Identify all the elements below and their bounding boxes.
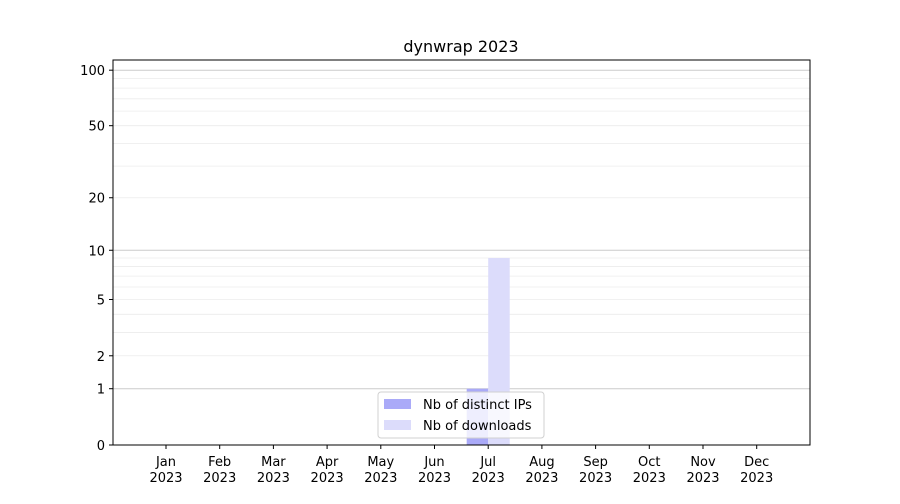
x-tick-label-line: Aug xyxy=(529,455,554,470)
x-tick-label: Apr 2023 xyxy=(311,455,344,486)
x-tick-label-line: Jan xyxy=(155,455,176,470)
y-tick-label: 2 xyxy=(97,350,105,365)
x-tick-label: Mar 2023 xyxy=(257,455,290,486)
x-tick-label: May 2023 xyxy=(364,455,397,486)
chart-title: dynwrap 2023 xyxy=(403,37,518,56)
x-tick-label-line: Mar xyxy=(261,455,286,470)
legend-swatch xyxy=(384,420,411,430)
y-tick-label: 100 xyxy=(80,64,105,79)
x-tick-label: Sep 2023 xyxy=(579,455,612,486)
x-tick-label-line: 2023 xyxy=(740,471,773,486)
y-tick-label: 0 xyxy=(97,439,105,454)
x-tick-label: Feb 2023 xyxy=(203,455,236,486)
x-tick-label-line: Feb xyxy=(208,455,231,470)
y-tick-label: 50 xyxy=(88,120,105,135)
y-tick-label: 10 xyxy=(88,244,105,259)
plot-frame xyxy=(112,59,811,446)
legend-label: Nb of downloads xyxy=(423,419,532,434)
x-tick-label-line: 2023 xyxy=(686,471,719,486)
x-tick-label: Nov 2023 xyxy=(686,455,719,486)
x-tick-label-line: 2023 xyxy=(525,471,558,486)
x-tick-label-line: 2023 xyxy=(633,471,666,486)
x-tick-label-line: Oct xyxy=(638,455,660,470)
x-tick-label-line: 2023 xyxy=(579,471,612,486)
legend: Nb of distinct IPs Nb of downloads xyxy=(377,391,545,439)
x-tick-label-line: 2023 xyxy=(418,471,451,486)
y-tick-label: 1 xyxy=(97,383,105,398)
x-tick-label: Aug 2023 xyxy=(525,455,558,486)
legend-box xyxy=(377,391,545,439)
legend-swatch xyxy=(384,399,411,409)
x-tick-label: Jul 2023 xyxy=(472,455,505,486)
x-tick-label: Dec 2023 xyxy=(740,455,773,486)
x-tick-label-line: Sep xyxy=(583,455,608,470)
x-tick-label-line: 2023 xyxy=(472,471,505,486)
grid xyxy=(113,69,810,390)
x-tick-label-line: 2023 xyxy=(203,471,236,486)
x-tick-label: Jun 2023 xyxy=(418,455,451,486)
x-tick-label: Jan 2023 xyxy=(149,455,182,486)
y-axis: 0 1 2 5 10 20 50 100 xyxy=(80,64,113,454)
x-tick-label-line: Apr xyxy=(316,455,339,470)
x-tick-label-line: Nov xyxy=(690,455,716,470)
x-tick-label-line: Jun xyxy=(423,455,444,470)
x-tick-label-line: Dec xyxy=(744,455,769,470)
x-tick-label-line: May xyxy=(367,455,394,470)
x-tick-label-line: 2023 xyxy=(149,471,182,486)
legend-label: Nb of distinct IPs xyxy=(423,398,532,413)
y-tick-label: 5 xyxy=(97,293,105,308)
x-tick-label: Oct 2023 xyxy=(633,455,666,486)
x-tick-label-line: 2023 xyxy=(311,471,344,486)
x-tick-label-line: Jul xyxy=(479,455,496,470)
x-tick-label-line: 2023 xyxy=(257,471,290,486)
x-tick-label-line: 2023 xyxy=(364,471,397,486)
y-tick-label: 20 xyxy=(88,192,105,207)
